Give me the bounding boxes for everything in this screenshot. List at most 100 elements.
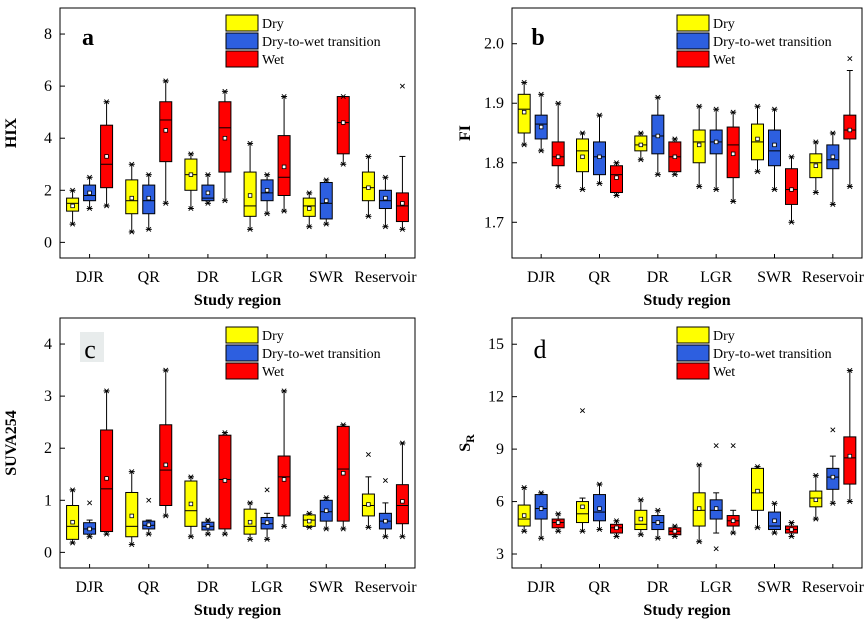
box-max-marker bbox=[730, 443, 736, 449]
box-dry-to-wet-transition-swr bbox=[319, 177, 333, 227]
plot-frame bbox=[511, 7, 863, 259]
box-wet-djr bbox=[100, 99, 114, 209]
box-mean bbox=[205, 524, 211, 529]
box-max-marker bbox=[613, 160, 620, 166]
box-wet-qr bbox=[159, 78, 173, 206]
box-wet-dr bbox=[218, 430, 232, 537]
box-mean bbox=[555, 520, 561, 525]
box-min-marker bbox=[87, 206, 93, 212]
legend-swatch bbox=[676, 326, 710, 344]
box-max-marker bbox=[340, 422, 346, 428]
box-dry-dr bbox=[184, 151, 198, 212]
panel-a: 0 2 4 6 8 HIX Study region DJR QR DR LGR SWR Reservo… bbox=[3, 7, 417, 309]
box-max-marker bbox=[340, 94, 346, 100]
box-max-marker bbox=[323, 495, 329, 501]
box-min-marker bbox=[596, 527, 603, 533]
box-mean bbox=[281, 164, 287, 170]
box-mean bbox=[222, 478, 228, 483]
box-dry-to-wet-transition-dr bbox=[651, 507, 665, 541]
legend-label: Dry bbox=[713, 17, 735, 32]
box-min-marker bbox=[713, 546, 719, 552]
box-wet-swr bbox=[785, 154, 798, 225]
y-tick-label: 1.7 bbox=[484, 214, 504, 231]
box-dry-lgr bbox=[692, 462, 706, 545]
box-max-marker bbox=[696, 103, 702, 109]
box-min-marker bbox=[399, 534, 405, 540]
box-iqr bbox=[576, 501, 589, 524]
box-mean bbox=[324, 198, 329, 203]
box-min-marker bbox=[754, 525, 761, 531]
x-tick-label: Reservoir bbox=[354, 269, 417, 286]
y-tick-label: 3 bbox=[496, 546, 504, 563]
box-max-marker bbox=[730, 109, 736, 115]
box-max-marker bbox=[323, 177, 329, 183]
box-mean bbox=[614, 525, 619, 530]
box-min-marker bbox=[655, 535, 661, 541]
box-wet-qr bbox=[610, 518, 623, 540]
y-axis-title: FI bbox=[457, 125, 474, 141]
box-min-marker bbox=[306, 224, 312, 230]
x-tick-label: Reservoir bbox=[802, 579, 865, 596]
box-max-marker bbox=[104, 388, 110, 394]
box-min-marker bbox=[813, 190, 819, 196]
x-tick-label: DR bbox=[197, 579, 220, 596]
box-mean bbox=[730, 518, 736, 523]
box-mean bbox=[597, 506, 602, 511]
box-max-marker bbox=[771, 500, 778, 506]
box-mean bbox=[521, 109, 527, 115]
box-max-marker bbox=[188, 151, 194, 157]
x-tick-label: QR bbox=[138, 269, 161, 286]
box-max-marker bbox=[222, 430, 228, 436]
box-dry-to-wet-transition-swr bbox=[319, 495, 333, 532]
box-dry-reservoir bbox=[361, 153, 375, 219]
box-mean bbox=[789, 527, 794, 532]
box-max-marker bbox=[104, 99, 110, 105]
box-min-marker bbox=[365, 213, 371, 219]
panel-letter: c bbox=[84, 335, 96, 364]
box-mean bbox=[713, 506, 719, 511]
box-min-marker bbox=[222, 198, 228, 204]
box-dry-to-wet-transition-lgr bbox=[260, 172, 274, 217]
x-tick-label: Reservoir bbox=[354, 579, 417, 596]
box-min-marker bbox=[163, 513, 169, 519]
box-min-marker bbox=[788, 219, 795, 225]
x-tick-label: DR bbox=[647, 269, 670, 286]
box-dry-reservoir bbox=[809, 139, 823, 196]
box-mean bbox=[830, 474, 836, 480]
box-max-marker bbox=[87, 500, 93, 506]
box-iqr bbox=[395, 192, 409, 223]
legend: Dry Dry-to-wet transition Wet bbox=[676, 326, 832, 380]
box-min-marker bbox=[382, 534, 388, 540]
box-min-marker bbox=[306, 524, 312, 530]
box-max-marker bbox=[538, 490, 544, 496]
box-dry-dr bbox=[634, 497, 648, 538]
box-mean bbox=[847, 453, 853, 459]
box-max-marker bbox=[399, 83, 405, 89]
box-max-marker bbox=[129, 469, 135, 475]
box-mean bbox=[400, 201, 405, 206]
y-tick-label: 8 bbox=[44, 26, 52, 43]
legend-label: Wet bbox=[262, 365, 284, 380]
box-min-marker bbox=[129, 229, 135, 235]
box-mean bbox=[696, 506, 702, 511]
box-max-marker bbox=[129, 161, 135, 167]
box-min-marker bbox=[555, 184, 561, 190]
box-min-marker bbox=[521, 528, 527, 534]
y-axis-title: HIX bbox=[3, 117, 20, 148]
box-dry-qr bbox=[125, 469, 139, 548]
box-min-marker bbox=[399, 226, 405, 232]
box-mean bbox=[307, 518, 312, 524]
x-tick-label: SWR bbox=[309, 579, 344, 596]
box-dry-djr bbox=[517, 485, 531, 534]
box-mean bbox=[87, 526, 92, 532]
box-dry-to-wet-transition-reservoir bbox=[826, 130, 840, 207]
box-dry-to-wet-transition-dr bbox=[201, 517, 215, 537]
box-iqr bbox=[336, 96, 350, 155]
legend-swatch bbox=[225, 32, 259, 50]
box-iqr bbox=[843, 114, 857, 140]
box-mean bbox=[264, 188, 270, 193]
box-dry-lgr bbox=[692, 103, 706, 190]
box-mean bbox=[307, 206, 312, 211]
box-max-marker bbox=[222, 88, 228, 94]
box-max-marker bbox=[521, 485, 527, 491]
